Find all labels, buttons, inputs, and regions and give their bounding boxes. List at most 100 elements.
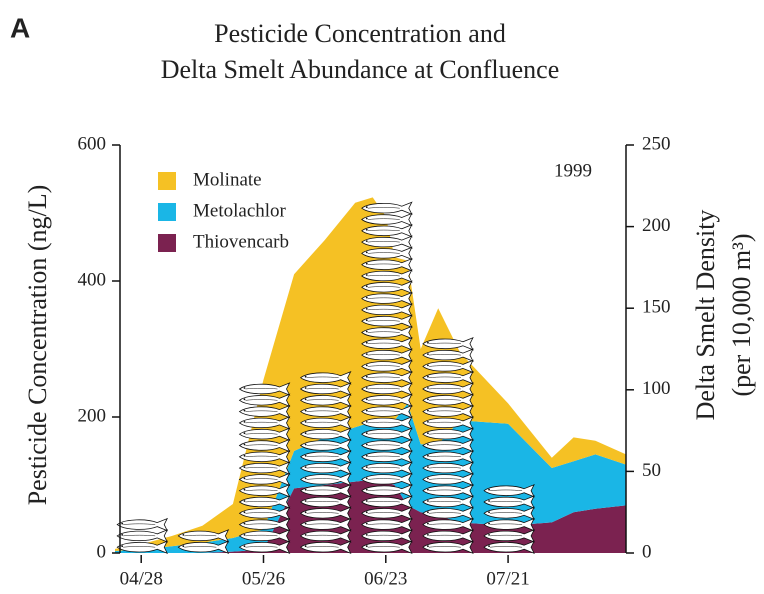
fish-eye (427, 454, 429, 457)
fish-eye (365, 409, 368, 412)
fish-body (422, 517, 474, 532)
fish-stripe (367, 308, 400, 311)
fish-stripe (428, 399, 461, 401)
fish-icon (361, 314, 413, 328)
fish-stripe (306, 512, 339, 514)
fish-eye (365, 353, 368, 355)
fish-icon (361, 393, 413, 408)
fish-eye (365, 488, 368, 491)
fish-body (238, 382, 291, 396)
fish-body (299, 416, 352, 430)
fish-eye (427, 443, 429, 446)
fish-eye (365, 262, 368, 265)
fish-eye (427, 534, 429, 536)
fish-icon (361, 404, 413, 419)
fish-body (361, 291, 413, 306)
fish-eye (243, 488, 246, 491)
legend-label: Molinate (193, 169, 262, 190)
fish-icon (238, 472, 291, 487)
fish-body (238, 416, 291, 430)
fish-body (422, 529, 474, 543)
fish-stripe (428, 467, 461, 469)
fish-icon (483, 540, 535, 554)
fish-icon (361, 472, 413, 487)
fish-stripe (367, 512, 400, 514)
density-column (361, 201, 413, 554)
fish-icon (422, 461, 474, 475)
fish-eye (243, 545, 246, 548)
fish-icon (361, 246, 413, 261)
fish-stripe (367, 218, 400, 220)
fish-icon (238, 427, 291, 441)
fish-eye (427, 477, 429, 480)
fish-icon (422, 404, 474, 419)
fish-eye (427, 375, 429, 378)
fish-body (361, 529, 413, 543)
legend-swatch (158, 234, 176, 252)
fish-stripe (428, 501, 461, 503)
fish-body (238, 404, 291, 419)
fish-icon (238, 404, 291, 419)
fish-eye (304, 522, 307, 525)
fish-stripe (367, 229, 400, 232)
fish-eye (365, 240, 368, 242)
fish-icon (299, 450, 352, 464)
fish-stripe (245, 444, 278, 446)
fish-icon (361, 506, 413, 521)
fish-stripe (367, 501, 400, 503)
fish-eye (427, 522, 429, 525)
y2-tick-label: 250 (642, 133, 671, 154)
fish-stripe (123, 546, 156, 548)
fish-eye (304, 443, 307, 446)
fish-body (422, 495, 474, 509)
fish-eye (304, 421, 307, 423)
fish-icon (422, 370, 474, 385)
fish-body (238, 472, 291, 487)
fish-eye (304, 375, 307, 378)
fish-body (238, 427, 291, 441)
fish-body (483, 517, 535, 532)
fish-icon (361, 450, 413, 464)
fish-stripe (367, 523, 400, 525)
fish-eye (488, 534, 490, 536)
fish-icon (422, 438, 474, 453)
y2-tick-label: 100 (642, 378, 671, 399)
fish-stripe (123, 534, 156, 537)
fish-icon (299, 472, 352, 487)
legend-label: Thiovencarb (193, 231, 289, 252)
fish-body (361, 416, 413, 430)
fish-stripe (428, 342, 461, 345)
fish-stripe (490, 489, 523, 491)
fish-eye (365, 274, 368, 276)
fish-body (299, 506, 352, 521)
y2-tick-label: 200 (642, 215, 671, 236)
fish-stripe (306, 433, 339, 435)
fish-eye (304, 511, 307, 514)
fish-stripe (490, 546, 523, 548)
y2-axis-label: (per 10,000 m³) (727, 233, 756, 396)
fish-body (361, 370, 413, 385)
fish-eye (121, 522, 124, 525)
fish-body (422, 461, 474, 475)
fish-body (422, 382, 474, 396)
fish-icon (361, 235, 413, 249)
fish-body (422, 506, 474, 521)
fish-eye (243, 500, 246, 502)
fish-stripe (245, 501, 278, 503)
fish-stripe (490, 534, 523, 537)
fish-icon (422, 472, 474, 487)
fish-eye (365, 432, 368, 435)
y2-tick-label: 50 (642, 460, 661, 481)
fish-eye (365, 500, 368, 502)
fish-body (361, 246, 413, 261)
fish-icon (361, 224, 413, 238)
fish-icon (361, 337, 413, 351)
fish-eye (365, 228, 368, 231)
fish-body (238, 438, 291, 453)
fish-eye (488, 511, 490, 514)
fish-eye (304, 500, 307, 502)
fish-body (422, 404, 474, 419)
x-tick-label: 04/28 (120, 568, 163, 589)
fish-stripe (245, 399, 278, 401)
fish-stripe (428, 433, 461, 435)
